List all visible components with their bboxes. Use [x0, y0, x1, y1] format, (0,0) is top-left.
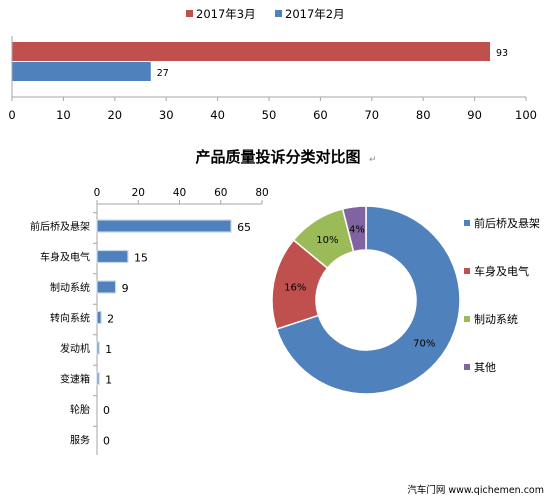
donut-legend-label-1: 车身及电气: [474, 264, 529, 278]
cat-label-4: 发动机: [60, 342, 90, 355]
cat-label-7: 服务: [70, 434, 90, 447]
cat-label-3: 转向系统: [50, 312, 90, 325]
cat-bar-1: [96, 249, 129, 264]
donut-value-label-3: 4%: [349, 225, 365, 236]
category-bars: 前后桥及悬架 65 车身及电气 15 制动系统 9 转向系统 2 发动机 1 变速箱 1 轮胎 0 服务 0: [30, 219, 251, 448]
cat-axis-tick-label-1: 20: [132, 187, 145, 199]
top-axis-tick-label-0: 0: [8, 108, 15, 122]
top-axis-tick-label-3: 30: [159, 108, 174, 122]
cat-bar-5: [96, 371, 100, 386]
top-axis-tick-label-9: 90: [467, 108, 482, 122]
top-axis-tick-label-4: 40: [210, 108, 225, 122]
donut-value-label-2: 10%: [316, 235, 338, 246]
cat-value-label-1: 15: [134, 252, 148, 265]
top-bars: 93 27: [12, 42, 508, 81]
monthly-comparison-bar-chart: 2017年3月 2017年2月 93 27 0 10 20 30 40 50 60 70 80 90 1…: [8, 7, 537, 122]
top-x-axis: 0 10 20 30 40 50 60 70 80 90 100: [8, 36, 537, 122]
cat-value-label-0: 65: [237, 221, 251, 234]
cat-label-0: 前后桥及悬架: [30, 220, 90, 233]
category-x-axis: 0 20 40 60 80: [93, 187, 269, 455]
cat-value-label-4: 1: [105, 343, 112, 356]
donut-value-label-1: 16%: [284, 283, 306, 294]
top-axis-tick-label-6: 60: [313, 108, 328, 122]
top-bar-label-0: 93: [496, 48, 508, 59]
cat-value-label-7: 0: [103, 435, 110, 448]
donut-slice-0: [275, 205, 461, 395]
top-legend-label-1: 2017年2月: [285, 7, 345, 21]
top-legend-swatch-1: [275, 10, 282, 17]
top-axis-tick-label-2: 20: [107, 108, 122, 122]
top-axis-tick-label-5: 50: [262, 108, 277, 122]
donut-slice-3: [341, 205, 367, 253]
donut-value-label-0: 70%: [413, 338, 435, 349]
top-bar-label-1: 27: [157, 68, 169, 79]
cat-axis-tick-label-3: 60: [214, 187, 227, 199]
title-return-mark: ↵: [369, 155, 377, 165]
top-legend-swatch-0: [186, 10, 193, 17]
cat-value-label-6: 0: [103, 404, 110, 417]
cat-bar-4: [96, 341, 100, 355]
top-axis-tick-label-7: 70: [364, 108, 379, 122]
donut-legend-swatch-2: [464, 316, 470, 322]
top-axis-tick-label-8: 80: [416, 108, 431, 122]
cat-value-label-3: 2: [107, 313, 114, 326]
top-legend-label-0: 2017年3月: [196, 7, 256, 21]
cat-axis-tick-label-4: 80: [255, 187, 268, 199]
cat-value-label-2: 9: [122, 282, 129, 295]
cat-label-1: 车身及电气: [40, 251, 90, 264]
top-legend: 2017年3月 2017年2月: [186, 7, 345, 21]
donut-slices: [271, 205, 461, 395]
top-bar-1: [12, 62, 151, 81]
donut-legend-swatch-0: [464, 220, 470, 226]
donut-legend-label-2: 制动系统: [474, 313, 518, 326]
cat-label-6: 轮胎: [70, 403, 90, 416]
donut-legend-label-0: 前后桥及悬架: [474, 216, 540, 230]
cat-value-label-5: 1: [105, 374, 112, 387]
donut-legend-swatch-3: [464, 364, 470, 370]
cat-label-5: 变速箱: [60, 373, 90, 386]
top-axis-tick-label-1: 10: [56, 108, 71, 122]
cat-bar-0: [96, 219, 232, 233]
cat-axis-tick-label-0: 0: [94, 187, 101, 199]
category-bar-chart: 0 20 40 60 80 前后桥及悬架 65 车身及电气 15 制动系统 9 转向系统 2 发动机 1 变…: [30, 187, 269, 455]
top-bar-0: [12, 42, 491, 61]
cat-axis-tick-label-2: 40: [173, 187, 186, 199]
cat-bar-2: [96, 280, 117, 294]
donut-legend-label-3: 其他: [474, 361, 496, 374]
cat-bar-3: [96, 310, 102, 325]
watermark: 汽车门网 www.qichemen.com: [407, 484, 544, 496]
top-axis-tick-label-10: 100: [515, 108, 537, 122]
donut-labels: 70% 16% 10% 4%: [284, 225, 435, 350]
cat-label-2: 制动系统: [50, 281, 90, 294]
section-title: 产品质量投诉分类对比图: [195, 148, 360, 166]
donut-legend-swatch-1: [464, 268, 470, 274]
